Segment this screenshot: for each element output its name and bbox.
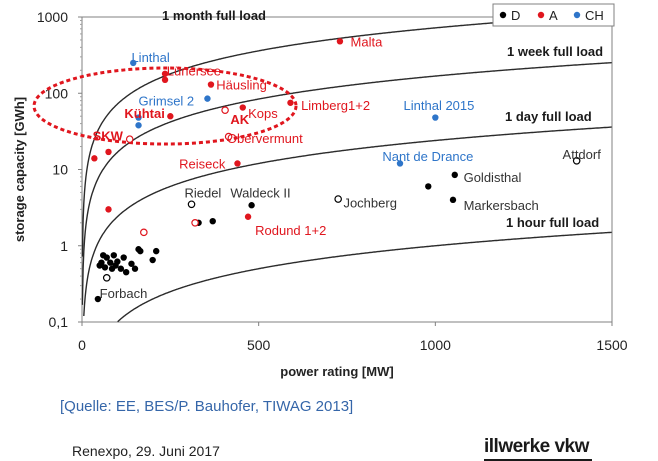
data-point-a — [140, 228, 148, 237]
y-tick-label: 0,1 — [49, 314, 69, 330]
data-point-a — [105, 206, 112, 213]
data-point-a — [161, 70, 169, 77]
x-tick-label: 500 — [247, 337, 271, 353]
brand-underline — [484, 459, 592, 461]
x-axis-label: power rating [MW] — [280, 364, 393, 379]
reference-curve-label: 1 week full load — [507, 44, 603, 59]
data-point-d — [122, 268, 130, 276]
data-point-d — [94, 295, 102, 303]
data-point-d — [149, 256, 156, 264]
data-label: Jochberg — [343, 195, 396, 210]
source-note: [Quelle: EE, BES/P. Bauhofer, TIWAG 2013… — [60, 398, 354, 415]
data-point-d — [110, 252, 118, 259]
legend-marker — [573, 11, 581, 19]
data-point-d — [103, 254, 110, 261]
data-point-d — [137, 247, 144, 255]
data-label: Häusling — [216, 78, 267, 93]
data-label: Waldeck II — [230, 185, 290, 200]
data-point-d — [102, 273, 111, 282]
data-point-d — [101, 264, 109, 271]
reference-curve — [117, 231, 612, 323]
legend-marker — [537, 11, 545, 19]
y-axis-label: storage capacity [GWh] — [12, 97, 27, 242]
data-point-d — [128, 260, 135, 267]
data-label: Forbach — [100, 286, 148, 301]
legend-label: A — [549, 8, 558, 23]
data-label: Attdorf — [563, 147, 602, 162]
data-point-d — [117, 265, 125, 272]
data-point-a — [239, 104, 246, 111]
data-point-ch — [135, 122, 142, 129]
data-point-a — [105, 148, 112, 156]
data-point-d — [153, 247, 160, 255]
data-point-ch — [130, 59, 137, 67]
data-label: AK — [230, 112, 249, 127]
data-point-ch — [135, 114, 142, 121]
reference-curve-label: 1 day full load — [505, 109, 592, 124]
x-tick-label: 1000 — [420, 337, 451, 353]
scatter-chart: 1 month full load 1 week full load 1 day f… — [12, 3, 628, 379]
data-point-d — [449, 196, 457, 204]
data-point-a — [234, 160, 241, 167]
data-point-d — [107, 259, 114, 266]
data-point-a — [191, 218, 199, 227]
data-point-d — [131, 265, 139, 272]
data-label: Kühtai — [124, 106, 164, 121]
data-point-d — [187, 200, 196, 209]
data-point-d — [209, 217, 216, 225]
legend-box — [492, 3, 615, 27]
data-point-ch — [204, 95, 211, 102]
x-tick-label: 1500 — [596, 337, 627, 353]
data-point-a — [167, 113, 174, 120]
data-label: Limberg1+2 — [301, 98, 370, 113]
brand-logo: illwerke vkw — [484, 436, 589, 457]
data-point-d — [98, 259, 105, 266]
data-point-a — [91, 155, 98, 162]
data-label: Kops — [248, 106, 278, 121]
data-label: Reiseck — [179, 156, 226, 171]
reference-curve — [81, 62, 612, 305]
reference-curve-label: 1 hour full load — [506, 215, 599, 230]
data-label: Goldisthal — [464, 170, 522, 185]
y-tick-label: 1 — [60, 238, 68, 254]
data-point-a — [287, 99, 294, 106]
data-point-d — [425, 183, 432, 190]
legend-label: CH — [585, 8, 604, 23]
footer-event: Renexpo, 29. Juni 2017 — [72, 443, 220, 459]
legend-marker — [499, 11, 507, 19]
data-label: Markersbach — [464, 198, 539, 213]
highlight-ellipse — [32, 66, 298, 146]
data-point-d — [114, 258, 121, 265]
data-point-a — [161, 76, 169, 84]
data-point-a — [224, 132, 233, 141]
data-point-a — [221, 106, 229, 114]
data-point-a — [125, 135, 134, 143]
y-tick-label: 1000 — [37, 9, 68, 25]
data-label: Malta — [351, 34, 384, 49]
data-label: Riedel — [184, 185, 221, 200]
data-point-a — [207, 81, 215, 88]
data-point-d — [248, 202, 255, 209]
data-label: Linthal — [131, 50, 169, 65]
data-point-a — [244, 213, 252, 220]
data-label: Nant de Drance — [382, 149, 473, 164]
data-label: Linthal 2015 — [404, 98, 475, 113]
data-label: Grimsel 2 — [139, 94, 195, 109]
reference-curve-label: 1 month full load — [162, 8, 266, 23]
data-label: Rodund 1+2 — [255, 223, 326, 238]
data-point-d — [120, 254, 127, 261]
data-point-d — [572, 157, 581, 165]
data-label: Lünersee — [167, 63, 221, 78]
data-label: Obervermunt — [227, 131, 303, 146]
reference-curve — [83, 126, 612, 317]
data-point-a — [336, 38, 344, 45]
data-point-ch — [432, 114, 439, 121]
data-point-d — [334, 195, 342, 203]
data-point-ch — [396, 160, 404, 167]
x-tick-label: 0 — [78, 337, 86, 353]
y-tick-label: 10 — [52, 162, 68, 178]
data-point-d — [451, 171, 458, 179]
legend-label: D — [511, 8, 520, 23]
data-label: SKW — [93, 128, 124, 143]
